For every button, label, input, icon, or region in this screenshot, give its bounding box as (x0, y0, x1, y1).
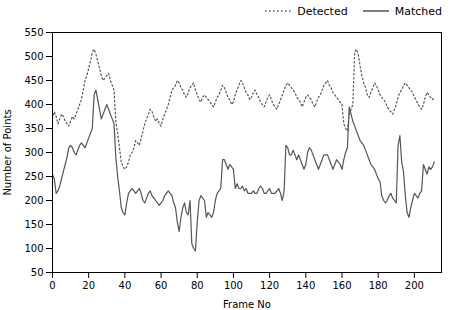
html-text:Detected: Detected (297, 4, 348, 18)
svg-text:Number of Points: Number of Points (2, 109, 13, 195)
svg-text:200: 200 (405, 280, 424, 291)
svg-text:80: 80 (191, 280, 204, 291)
svg-text:180: 180 (369, 280, 388, 291)
svg-text:500: 500 (24, 51, 43, 62)
svg-text:120: 120 (260, 280, 279, 291)
svg-text:100: 100 (24, 243, 43, 254)
svg-text:160: 160 (332, 280, 351, 291)
svg-text:100: 100 (224, 280, 243, 291)
svg-text:40: 40 (119, 280, 132, 291)
svg-text:450: 450 (24, 75, 43, 86)
svg-text:400: 400 (24, 99, 43, 110)
svg-text:60: 60 (155, 280, 168, 291)
svg-text:350: 350 (24, 123, 43, 134)
svg-text:0: 0 (49, 280, 55, 291)
svg-text:150: 150 (24, 219, 43, 230)
svg-text:50: 50 (31, 267, 44, 278)
svg-text:20: 20 (82, 280, 95, 291)
svg-text:550: 550 (24, 27, 43, 38)
svg-text:Frame No: Frame No (223, 299, 271, 310)
svg-text:140: 140 (296, 280, 315, 291)
svg-text:250: 250 (24, 171, 43, 182)
html-text:Matched: Matched (394, 4, 442, 18)
svg-text:200: 200 (24, 195, 43, 206)
svg-text:300: 300 (24, 147, 43, 158)
